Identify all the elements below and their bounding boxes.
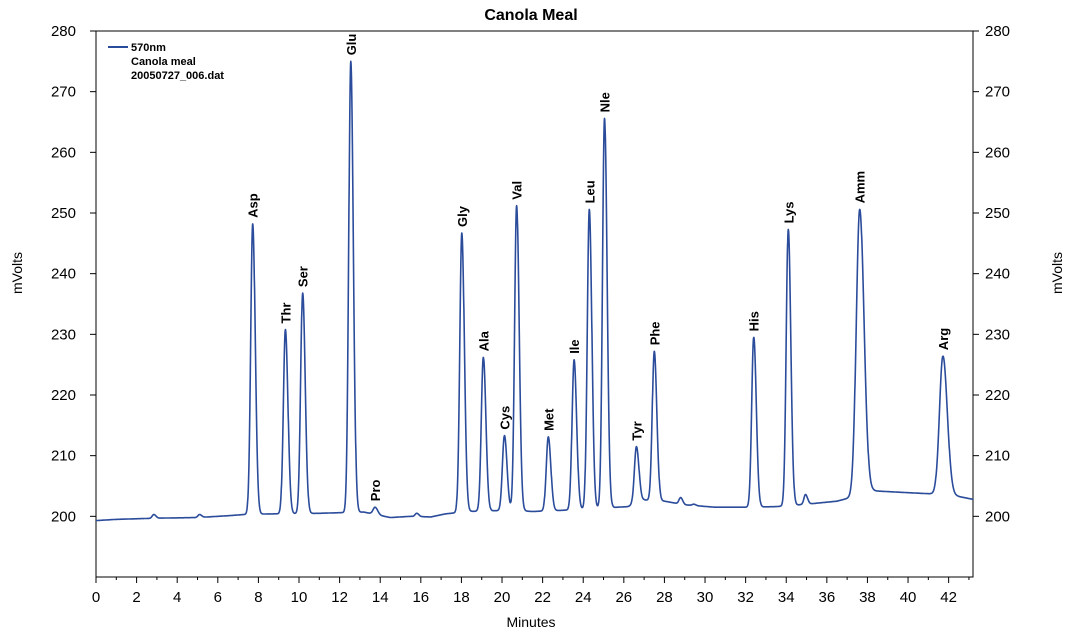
y-axis-title-right: mVolts — [1049, 252, 1065, 294]
y-tick-label-left: 250 — [51, 205, 76, 222]
peak-label-thr: Thr — [278, 303, 293, 324]
y-tick-label-left: 270 — [51, 84, 76, 101]
x-tick-label: 38 — [859, 589, 876, 606]
peak-point-pro — [375, 507, 376, 508]
peak-label-amm: Amm — [853, 171, 868, 204]
x-tick-label: 12 — [331, 589, 348, 606]
peak-label-his: His — [747, 311, 762, 331]
peak-point-ala — [483, 357, 484, 358]
x-tick-label: 20 — [494, 589, 511, 606]
peak-labels: Asp Thr Ser Glu Pro Gly Ala Cys Val Met Ile Leu Nle T… — [246, 34, 951, 502]
x-tick-label: 2 — [132, 589, 140, 606]
peak-point-asp — [252, 223, 253, 224]
peak-label-tyr: Tyr — [629, 421, 644, 440]
series-layer — [95, 60, 974, 522]
x-tick-label: 42 — [940, 589, 957, 606]
legend-line-3: 20050727_006.dat — [131, 70, 224, 82]
y-tick-label-right: 280 — [985, 23, 1010, 40]
x-tick-label: 32 — [737, 589, 754, 606]
y-tick-label-right: 230 — [985, 326, 1010, 343]
peak-point-ile — [574, 359, 575, 360]
y-tick-label-left: 260 — [51, 144, 76, 161]
peak-point-gly — [461, 233, 462, 234]
x-tick-label: 40 — [900, 589, 917, 606]
x-tick-label: 8 — [254, 589, 262, 606]
x-tick-label: 26 — [615, 589, 632, 606]
series-line-570nm — [95, 60, 974, 522]
y-tick-label-right: 260 — [985, 144, 1010, 161]
x-tick-label: 4 — [173, 589, 181, 606]
peak-point-nle — [604, 118, 605, 119]
x-tick-label: 0 — [92, 589, 100, 606]
x-tick-label: 28 — [656, 589, 673, 606]
y-axis: 200 200 210 210 220 220 230 230 240 240 250 250 260 2… — [51, 23, 1010, 525]
peak-label-asp: Asp — [246, 193, 261, 218]
legend-line-1: 570nm — [131, 42, 166, 54]
peak-label-arg: Arg — [936, 328, 951, 350]
y-tick-label-left: 280 — [51, 23, 76, 40]
peak-point-phe — [654, 351, 655, 352]
y-tick-label-right: 200 — [985, 508, 1010, 525]
x-tick-label: 18 — [453, 589, 470, 606]
x-tick-label: 6 — [214, 589, 222, 606]
peak-label-nle: Nle — [598, 92, 613, 112]
peak-label-val: Val — [510, 181, 525, 200]
plot-area — [95, 30, 974, 578]
x-tick-label: 14 — [372, 589, 389, 606]
peak-point-arg — [942, 356, 943, 357]
x-tick-label: 10 — [291, 589, 308, 606]
y-tick-label-right: 220 — [985, 387, 1010, 404]
peak-point-val — [516, 205, 517, 206]
x-tick-label: 30 — [697, 589, 714, 606]
y-tick-label-left: 210 — [51, 448, 76, 465]
peak-point-ser — [302, 293, 303, 294]
peak-point-tyr — [636, 446, 637, 447]
peak-point-lys — [788, 229, 789, 230]
x-axis-title: Minutes — [506, 614, 555, 630]
peak-label-leu: Leu — [582, 180, 597, 203]
y-tick-label-left: 220 — [51, 387, 76, 404]
x-tick-label: 34 — [778, 589, 795, 606]
peak-label-met: Met — [541, 408, 556, 431]
peak-label-glu: Glu — [344, 34, 359, 56]
x-tick-label: 24 — [575, 589, 592, 606]
peak-point-amm — [859, 209, 860, 210]
peak-point-leu — [589, 209, 590, 210]
y-tick-label-right: 240 — [985, 266, 1010, 283]
peak-point-met — [548, 436, 549, 437]
x-tick-label: 22 — [534, 589, 551, 606]
y-tick-label-right: 210 — [985, 448, 1010, 465]
peak-label-ser: Ser — [296, 266, 311, 287]
peak-point-cys — [504, 435, 505, 436]
peak-label-phe: Phe — [647, 321, 662, 345]
y-tick-label-left: 230 — [51, 326, 76, 343]
peak-label-cys: Cys — [498, 406, 513, 430]
peak-point-thr — [285, 329, 286, 330]
x-tick-label: 16 — [412, 589, 429, 606]
peak-label-pro: Pro — [368, 479, 383, 501]
x-axis: 0 2 4 6 8 10 12 14 16 18 20 22 24 26 28 30 32 34 36 38 40 42 — [92, 577, 970, 606]
y-tick-label-left: 200 — [51, 508, 76, 525]
legend-line-2: Canola meal — [131, 56, 196, 68]
chart-title: Canola Meal — [484, 7, 577, 24]
x-tick-label: 36 — [818, 589, 835, 606]
y-tick-label-right: 270 — [985, 84, 1010, 101]
peak-label-ala: Ala — [476, 330, 491, 351]
legend: 570nm Canola meal 20050727_006.dat — [108, 42, 224, 82]
peak-label-ile: Ile — [567, 339, 582, 353]
y-tick-label-right: 250 — [985, 205, 1010, 222]
peak-point-glu — [350, 61, 351, 62]
y-tick-label-left: 240 — [51, 266, 76, 283]
peak-label-gly: Gly — [455, 205, 470, 227]
y-axis-title-left: mVolts — [9, 252, 25, 294]
peak-label-lys: Lys — [781, 201, 796, 223]
peak-point-his — [753, 337, 754, 338]
